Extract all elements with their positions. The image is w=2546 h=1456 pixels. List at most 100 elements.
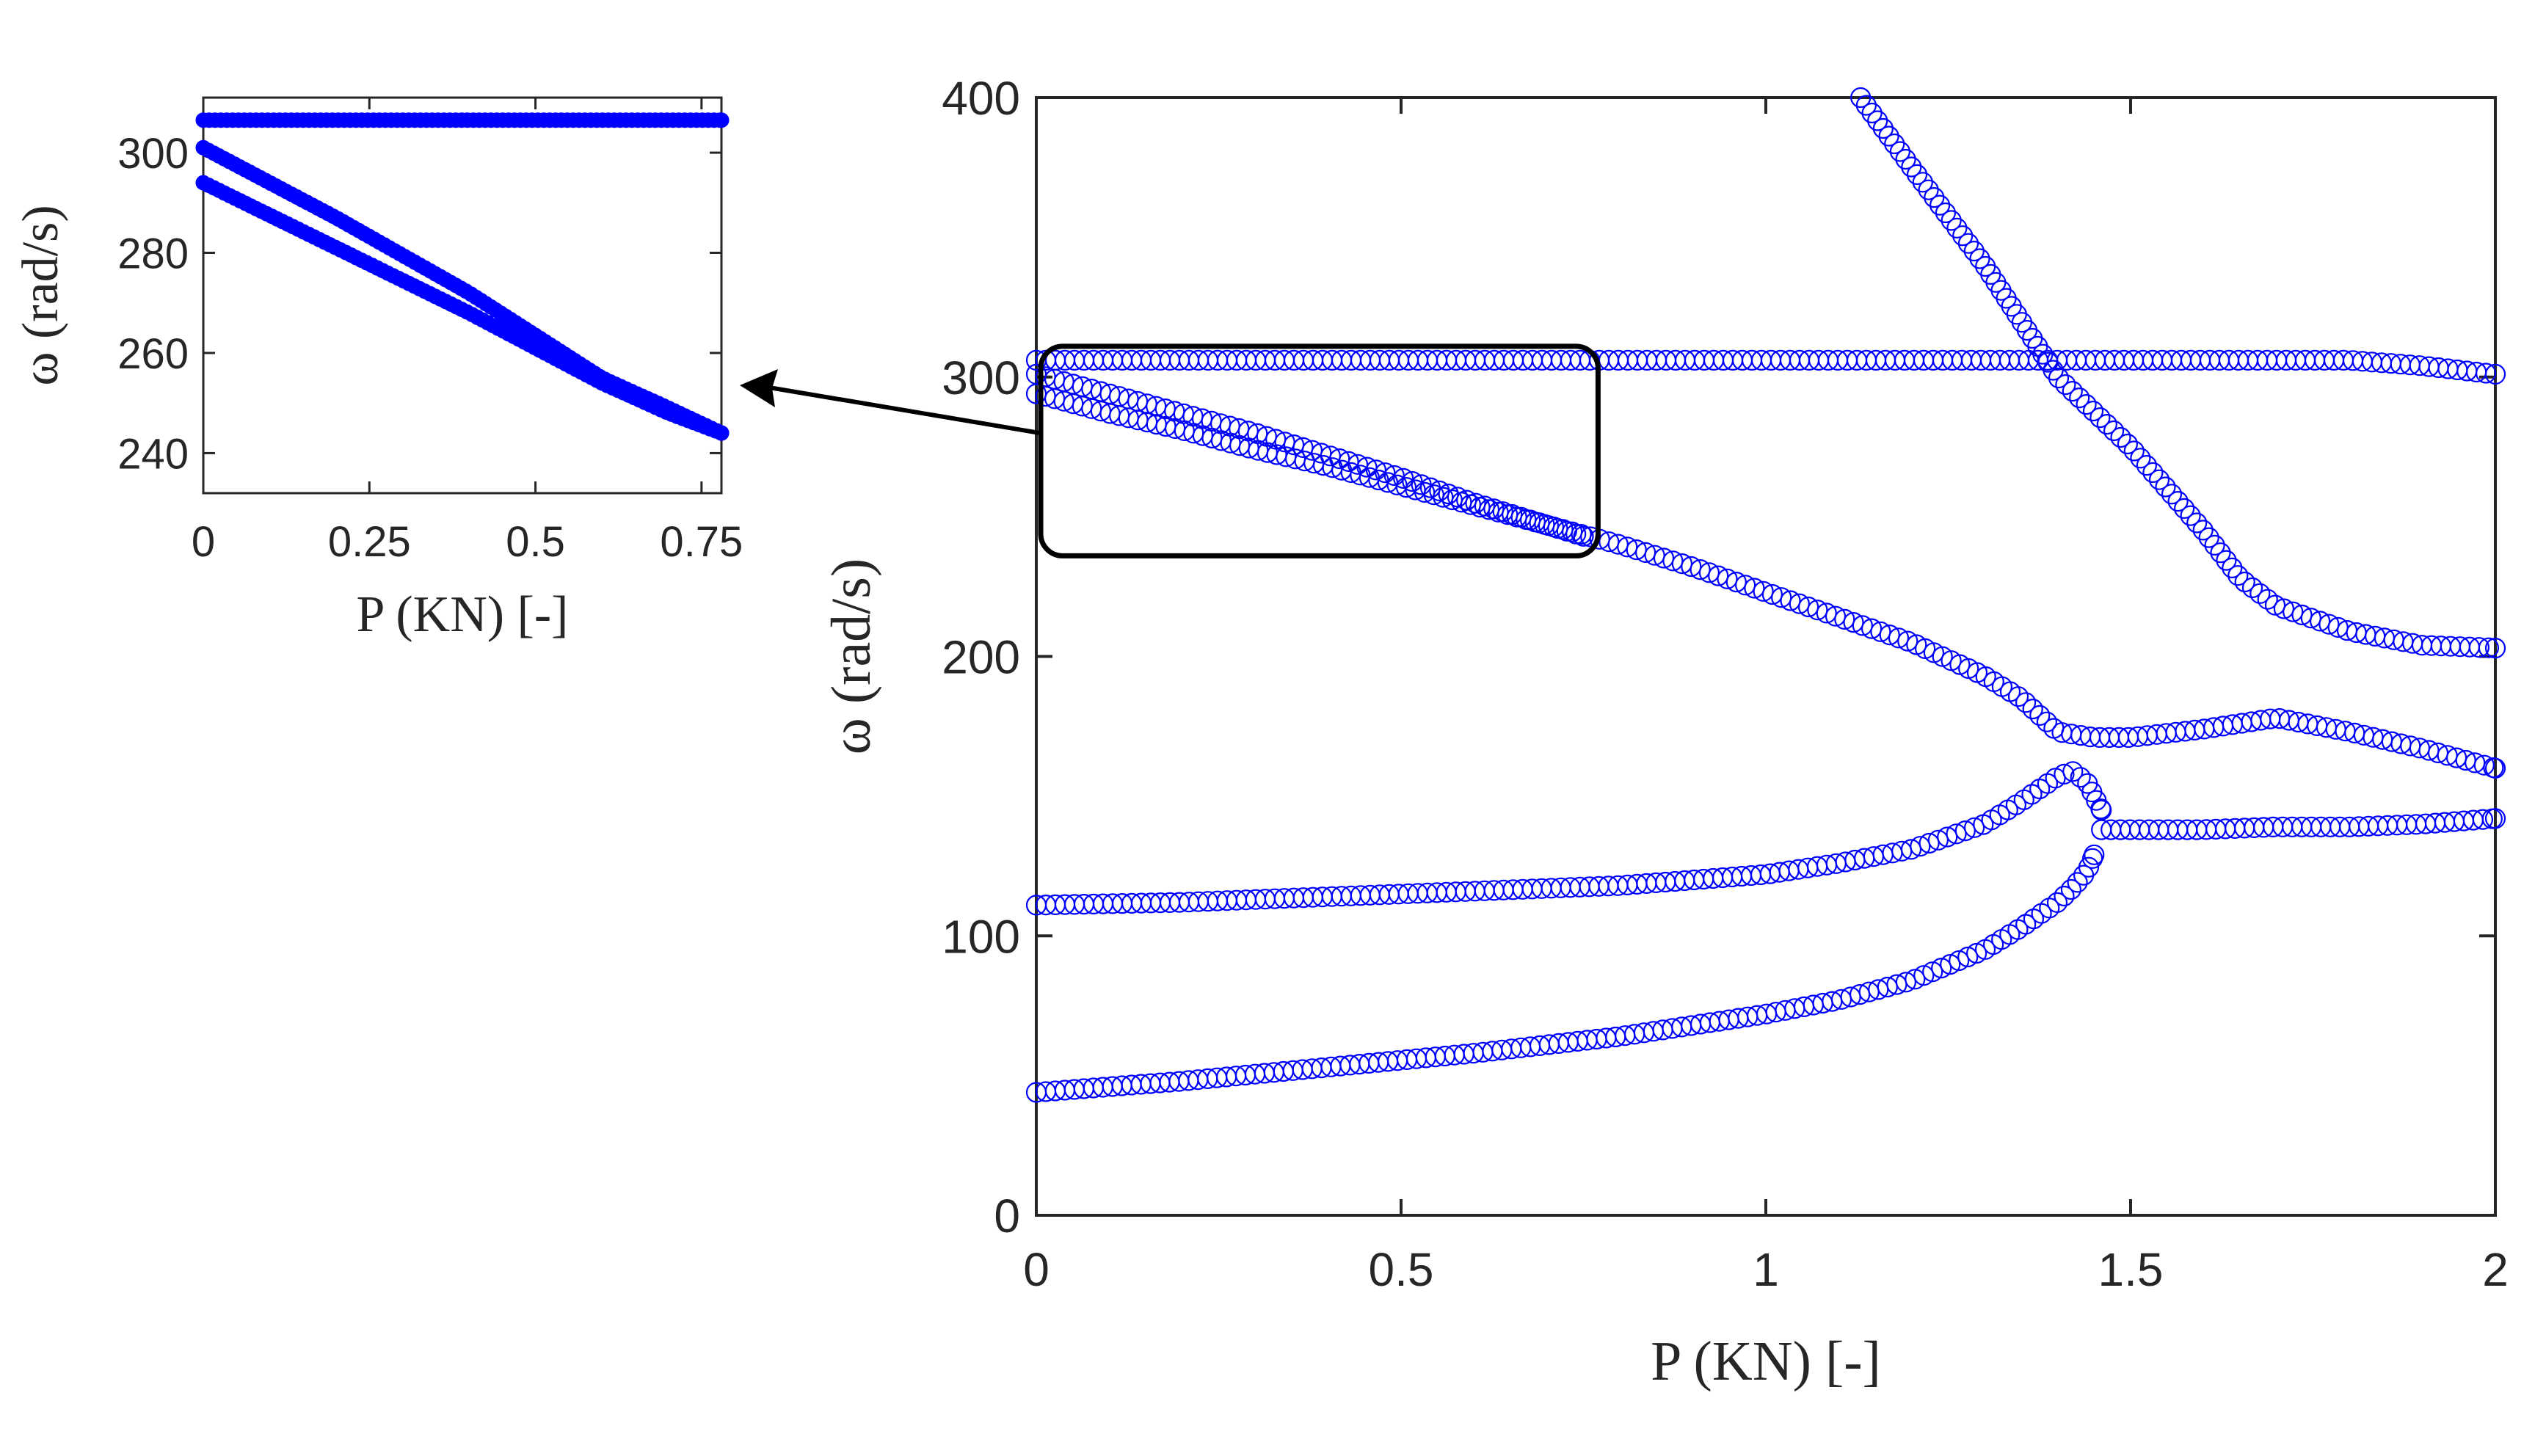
main-data-point [1895, 148, 1916, 170]
main-data-point [1662, 550, 1684, 572]
main-data-point [1725, 571, 1747, 593]
main-data-point [1798, 596, 1819, 618]
main-data-point [1870, 621, 1891, 642]
main-data-point [1927, 829, 1949, 851]
inset-x-tick-label: 0.5 [506, 518, 565, 566]
main-data-point [2198, 527, 2219, 548]
main-x-axis-title: P (KN) [-] [1651, 1331, 1881, 1392]
main-data-point [1905, 969, 1926, 990]
main-data-point [1952, 225, 1974, 247]
main-data-point [1940, 953, 1961, 975]
main-data-point [2249, 583, 2271, 604]
main-data-point [1761, 583, 1783, 605]
main-data-point [1780, 590, 1801, 611]
main-data-point [1861, 102, 1883, 124]
main-data-point [1816, 603, 1837, 624]
main-data-point [1954, 820, 1976, 842]
inset-x-tick-label: 0.25 [328, 518, 411, 566]
main-data-point [1347, 454, 1369, 475]
zoom-arrow-line [768, 385, 1040, 435]
main-data-point [1957, 946, 1979, 968]
main-data-point [1929, 194, 1951, 216]
main-data-point [2022, 698, 2043, 720]
main-data-point [2007, 686, 2029, 707]
main-data-point [1698, 562, 1720, 583]
main-data-point [1538, 515, 1559, 536]
main-data-point [1626, 539, 1647, 561]
inset-series-2 [195, 175, 730, 441]
main-y-axis-title: ω (rad/s) [821, 558, 882, 754]
main-data-point [1878, 125, 1899, 147]
main-y-tick-label: 0 [994, 1190, 1020, 1242]
main-data-point [1375, 462, 1396, 484]
main-data-point [2478, 637, 2499, 658]
main-data-point [2067, 872, 2088, 893]
inset-series-1 [195, 139, 730, 441]
main-data-point [2291, 604, 2313, 626]
main-data-point [1834, 608, 1855, 630]
main-data-point [2084, 844, 2105, 865]
main-data-point [1671, 553, 1692, 575]
main-data-point [1946, 217, 1968, 239]
main-data-point [1789, 593, 1810, 614]
main-data-point [2155, 476, 2176, 498]
main-data-point [1690, 558, 1711, 580]
main-data-point [2484, 363, 2506, 385]
main-data-point [1681, 556, 1702, 578]
zoom-arrow-head [740, 369, 778, 407]
main-series-5 [1025, 349, 2506, 385]
main-data-point [1901, 156, 1922, 178]
main-data-point [2096, 413, 2117, 435]
main-data-point [1653, 547, 1675, 569]
main-data-point [2078, 856, 2100, 878]
main-data-point [2110, 426, 2131, 448]
main-data-point [1465, 492, 1486, 514]
main-series-0 [1025, 844, 2105, 1103]
main-data-point [2227, 565, 2249, 586]
main-data-point [1924, 187, 1945, 208]
main-data-point [2161, 484, 2183, 505]
main-data-point [2089, 407, 2111, 429]
main-data-point [1438, 483, 1459, 505]
main-data-point [1807, 600, 1828, 621]
main-series-6 [1850, 87, 2506, 659]
main-axes-box [1035, 96, 2497, 1217]
main-data-point [1913, 965, 1935, 986]
main-data-point [2300, 608, 2321, 629]
main-data-point [1861, 618, 1883, 639]
main-y-tick-label: 100 [942, 910, 1020, 963]
main-data-point [2046, 892, 2068, 914]
main-data-point [1855, 95, 1877, 116]
inset-x-tick-label: 0.75 [660, 518, 743, 566]
main-data-point [2192, 520, 2214, 541]
main-data-point [2283, 601, 2304, 622]
main-data-point [1931, 957, 1952, 979]
inset-y-tick-label: 240 [117, 430, 189, 478]
main-data-point [2076, 393, 2097, 415]
main-data-point [2062, 380, 2083, 402]
main-x-tick-label: 0.5 [1369, 1243, 1434, 1296]
main-data-point [2222, 557, 2243, 579]
main-data-point [1502, 503, 1523, 525]
main-data-point [2142, 462, 2164, 484]
main-data-point [1429, 480, 1450, 502]
main-data-point [2241, 577, 2263, 599]
main-data-point [1957, 233, 1979, 254]
main-data-point [2484, 808, 2506, 829]
main-x-tick-label: 1 [1753, 1243, 1779, 1296]
main-x-tick-label: 1.5 [2098, 1243, 2164, 1296]
main-series-3 [1025, 383, 2506, 779]
main-data-point [2048, 367, 2070, 389]
main-data-point [1365, 459, 1387, 481]
main-data-point [2310, 611, 2331, 632]
inset-y-tick-label: 260 [117, 330, 189, 378]
main-data-point [2318, 614, 2340, 635]
main-data-point [2148, 469, 2170, 490]
main-data-point [1411, 474, 1432, 495]
inset-axes-box [202, 96, 723, 495]
main-data-point [1474, 495, 1496, 517]
main-data-point [1419, 477, 1441, 498]
main-data-point [2069, 387, 2090, 409]
main-data-point [1964, 817, 1985, 838]
